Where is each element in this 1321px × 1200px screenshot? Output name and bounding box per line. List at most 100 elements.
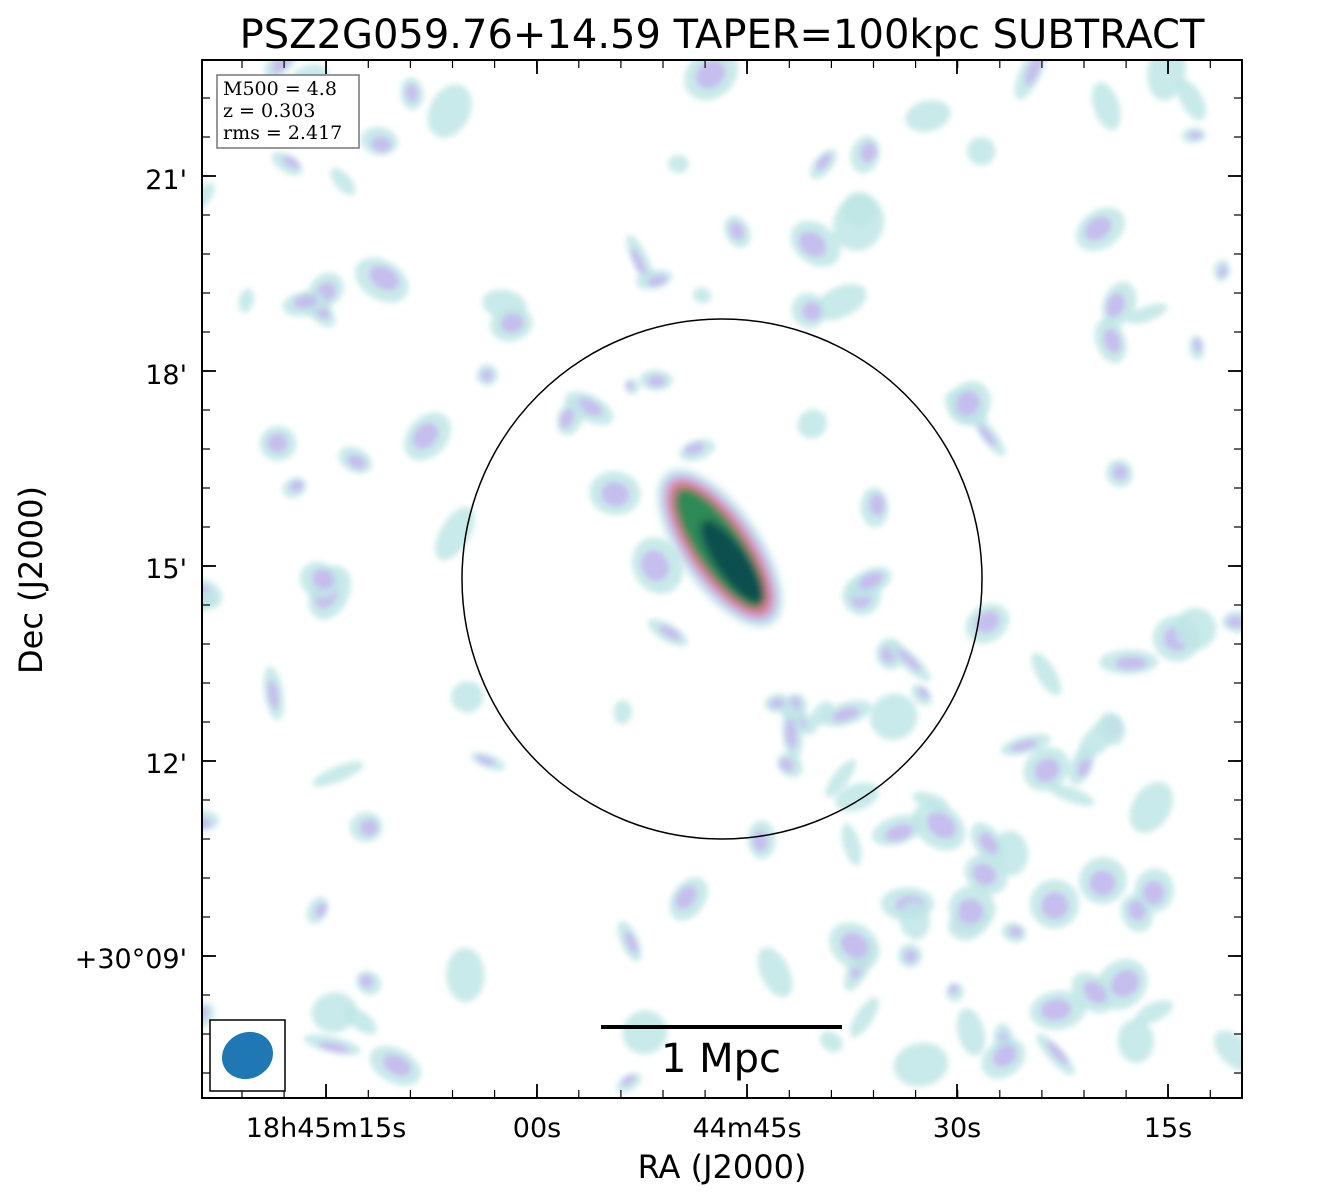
noise-blob-core bbox=[1112, 464, 1128, 481]
noise-blob bbox=[1077, 714, 1122, 761]
noise-blob-core bbox=[282, 155, 300, 169]
noise-blob-core bbox=[779, 758, 794, 772]
source-contour-4 bbox=[700, 520, 764, 604]
noise-blob-core bbox=[625, 381, 634, 391]
noise-blob bbox=[810, 701, 834, 727]
noise-blob-core bbox=[641, 550, 670, 582]
noise-blobs bbox=[202, 60, 1242, 1093]
noise-blob-core bbox=[675, 885, 697, 910]
noise-blob bbox=[1129, 781, 1174, 833]
beam-ellipse bbox=[222, 1031, 273, 1080]
noise-blob-core bbox=[1041, 892, 1069, 920]
y-tick-label: 21' bbox=[145, 165, 187, 196]
noise-blob-core bbox=[1040, 999, 1072, 1021]
noise-blob-core bbox=[860, 142, 877, 163]
noise-blob bbox=[819, 1031, 843, 1053]
noise-blob bbox=[1147, 60, 1186, 101]
noise-blob-core bbox=[684, 442, 705, 455]
noise-blob-core bbox=[1193, 338, 1202, 353]
noise-blob-core bbox=[975, 611, 1000, 633]
noise-blob bbox=[899, 901, 930, 940]
noise-blob-core bbox=[1083, 981, 1107, 1004]
noise-blob-core bbox=[1103, 328, 1122, 354]
noise-blob-core bbox=[272, 60, 291, 74]
noise-blob bbox=[1174, 607, 1217, 650]
noise-blob-core bbox=[816, 153, 831, 171]
noise-blob-core bbox=[601, 481, 630, 507]
noise-blob-core bbox=[624, 931, 638, 954]
noise-blob-core bbox=[405, 84, 419, 102]
noise-blob-core bbox=[202, 817, 212, 829]
noise-blob-core bbox=[858, 571, 884, 590]
noise-blob bbox=[797, 409, 828, 439]
noise-blob-core bbox=[1010, 739, 1038, 752]
noise-blob-core bbox=[1110, 969, 1140, 998]
noise-blob bbox=[238, 288, 255, 313]
beam-indicator bbox=[209, 1019, 286, 1092]
noise-blob-core bbox=[903, 949, 918, 963]
noise-blob-core bbox=[992, 1044, 1017, 1067]
noise-blob bbox=[956, 1008, 986, 1056]
r500-circle bbox=[461, 318, 983, 840]
noise-blob-core bbox=[371, 136, 392, 153]
central-source bbox=[657, 469, 783, 627]
noise-blob-core bbox=[917, 687, 930, 699]
noise-blob-core bbox=[785, 718, 797, 750]
noise-blob-core bbox=[359, 819, 378, 836]
noise-blob-core bbox=[476, 755, 496, 766]
noise-blob bbox=[693, 287, 712, 304]
noise-blob-core bbox=[1084, 216, 1112, 241]
axes-frame bbox=[201, 59, 1243, 1099]
y-axis-label: Dec (J2000) bbox=[12, 486, 50, 674]
noise-blob bbox=[814, 283, 867, 321]
noise-blob-core bbox=[369, 265, 399, 291]
noise-blob-core bbox=[412, 422, 439, 450]
noise-blob-core bbox=[948, 983, 959, 995]
noise-blob-core bbox=[293, 294, 318, 309]
noise-blob-core bbox=[315, 902, 327, 918]
noise-blob bbox=[202, 182, 215, 212]
noise-blob-core bbox=[957, 898, 984, 924]
noise-blob bbox=[893, 1042, 949, 1087]
noise-blob-core bbox=[318, 1041, 350, 1054]
noise-blob bbox=[446, 947, 485, 1003]
noise-blob-core bbox=[621, 1074, 636, 1086]
noise-blob-core bbox=[832, 706, 860, 722]
noise-blob-core bbox=[647, 275, 668, 287]
x-tick-label: 44m45s bbox=[692, 1113, 801, 1144]
noise-blob bbox=[1134, 1000, 1173, 1025]
noise-blob bbox=[825, 759, 856, 798]
noise-blob-core bbox=[1008, 926, 1023, 938]
noise-blob-core bbox=[500, 313, 524, 333]
noise-blob-core bbox=[695, 60, 726, 89]
noise-blob-core bbox=[1089, 870, 1116, 896]
noise-blob bbox=[841, 823, 862, 866]
noise-blob-core bbox=[802, 301, 821, 321]
info-box: M500 = 4.8 z = 0.303 rms = 2.417 bbox=[216, 74, 360, 149]
noise-blob-core bbox=[312, 568, 334, 590]
noise-blob-core bbox=[1106, 293, 1126, 318]
x-tick-label: 00s bbox=[513, 1113, 561, 1144]
scale-bar-label: 1 Mpc bbox=[661, 1036, 781, 1082]
noise-blob-core bbox=[659, 625, 682, 641]
noise-blob bbox=[668, 154, 689, 173]
y-tick-label: 12' bbox=[145, 749, 187, 780]
noise-blob-core bbox=[1218, 265, 1228, 278]
noise-blob-core bbox=[897, 648, 921, 672]
noise-blob-core bbox=[869, 493, 885, 516]
noise-blob-core bbox=[840, 932, 869, 959]
noise-blob-core bbox=[575, 397, 603, 416]
y-tick-labels: 21' 18' 15' 12' +30°09' bbox=[75, 165, 187, 975]
y-tick-label: 18' bbox=[145, 360, 187, 391]
y-tick-label: +30°09' bbox=[75, 944, 187, 975]
noise-blob bbox=[622, 1010, 668, 1055]
y-tick-label: 15' bbox=[145, 554, 187, 585]
noise-blob-core bbox=[202, 1006, 209, 1022]
noise-blob bbox=[451, 681, 484, 713]
noise-blob-core bbox=[955, 390, 980, 416]
rms-text: rms = 2.417 bbox=[223, 122, 342, 144]
noise-blob bbox=[1046, 783, 1095, 806]
x-axis-label: RA (J2000) bbox=[638, 1148, 807, 1186]
noise-blob bbox=[869, 693, 918, 741]
noise-blob bbox=[835, 782, 879, 812]
